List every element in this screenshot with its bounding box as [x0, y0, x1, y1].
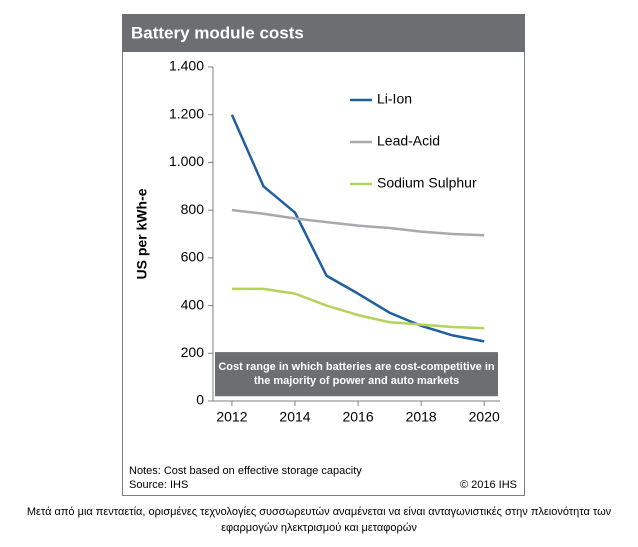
- y-axis-label: US per kWh-e: [134, 188, 150, 279]
- y-tick-label: 600: [181, 249, 205, 265]
- y-tick-label: 800: [181, 201, 205, 217]
- x-tick-label: 2012: [216, 409, 247, 425]
- annotation-text: the majority of power and auto markets: [254, 375, 459, 387]
- source: Source: IHS: [129, 479, 188, 491]
- caption-line: εφαρμογών ηλεκτρισμού και μεταφορών: [221, 522, 417, 534]
- series-line: [231, 287, 485, 330]
- legend-label: Lead-Acid: [377, 133, 440, 149]
- series-line: [230, 114, 485, 343]
- series-line: [231, 208, 485, 237]
- x-tick-label: 2016: [342, 409, 373, 425]
- x-tick-label: 2014: [279, 409, 310, 425]
- y-tick-label: 1.400: [169, 58, 204, 74]
- legend-label: Sodium Sulphur: [377, 175, 477, 191]
- annotation-band: [215, 352, 498, 397]
- caption-line: Μετά από μια πενταετία, ορισμένες τεχνολ…: [27, 506, 612, 518]
- copyright: © 2016 IHS: [460, 479, 517, 491]
- notes: Notes: Cost based on effective storage c…: [129, 465, 362, 477]
- y-tick-label: 200: [181, 344, 205, 360]
- y-tick-label: 1.200: [169, 105, 204, 121]
- title-bar: [122, 14, 525, 52]
- x-tick-label: 2018: [406, 409, 437, 425]
- annotation-text: Cost range in which batteries are cost-c…: [218, 361, 495, 373]
- x-tick-label: 2020: [469, 409, 500, 425]
- chart-title: Battery module costs: [131, 23, 304, 42]
- y-tick-label: 0: [196, 392, 204, 408]
- legend-label: Li-Ion: [377, 91, 412, 107]
- y-tick-label: 400: [181, 296, 205, 312]
- chart-frame: [122, 14, 525, 496]
- y-tick-label: 1.000: [169, 153, 204, 169]
